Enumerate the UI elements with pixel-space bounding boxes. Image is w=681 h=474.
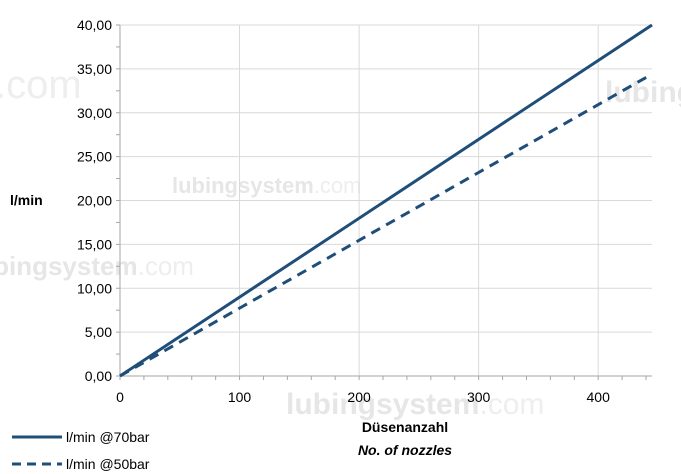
y-tick-label: 0,00 [85, 368, 112, 384]
x-tick-label: 100 [228, 389, 252, 405]
watermark-top-left: .com [0, 63, 82, 107]
watermark-left: lubingsystem.com [0, 251, 194, 281]
x-tick-labels: 0 100 200 300 400 [116, 389, 610, 405]
series-line-50bar [119, 72, 653, 378]
grid [120, 24, 652, 376]
y-axis-label: l/min [10, 192, 43, 208]
x-axis-label: Düsenanzahl [362, 419, 448, 435]
series-lines [119, 23, 653, 378]
y-tick-label: 5,00 [85, 324, 112, 340]
watermarks: .com lubingsystem.com lubingsystem.com l… [0, 63, 681, 421]
y-tick-label: 30,00 [77, 105, 112, 121]
watermark-center: lubingsystem.com [172, 173, 362, 198]
y-tick-label: 40,00 [77, 17, 112, 33]
x-tick-label: 0 [116, 389, 124, 405]
watermark-bottom: lubingsystem.com [286, 388, 544, 421]
x-tick-label: 200 [347, 389, 371, 405]
y-tick-label: 25,00 [77, 149, 112, 165]
legend-label-50bar: l/min @50bar [66, 456, 150, 472]
x-tick-label: 400 [587, 389, 611, 405]
watermark-right: lubingsystem [605, 76, 681, 109]
y-tick-label: 15,00 [77, 236, 112, 252]
legend: l/min @70bar l/min @50bar [12, 429, 150, 472]
y-tick-label: 20,00 [77, 193, 112, 209]
x-axis-sublabel: No. of nozzles [358, 442, 452, 458]
y-tick-label: 10,00 [77, 280, 112, 296]
series-line-70bar [119, 23, 653, 378]
x-tick-label: 300 [467, 389, 491, 405]
legend-label-70bar: l/min @70bar [66, 429, 150, 445]
y-tick-labels: 0,00 5,00 10,00 15,00 20,00 25,00 30,00 35,00 40… [77, 17, 112, 384]
axes [116, 24, 652, 380]
y-tick-label: 35,00 [77, 61, 112, 77]
